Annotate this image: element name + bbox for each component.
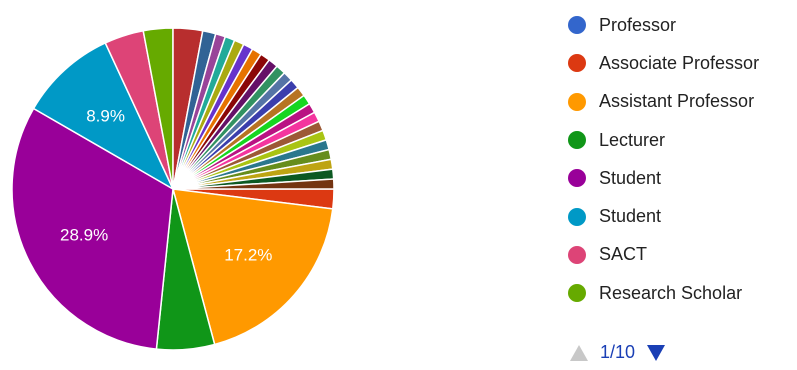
legend-item: Professor <box>568 6 797 44</box>
legend-swatch-icon <box>568 284 586 303</box>
legend-label: Student <box>599 206 662 227</box>
legend-item: Research Scholar <box>568 274 797 312</box>
pie-slice-29 <box>172 178 335 190</box>
slice-label-3: 28.9% <box>60 225 108 244</box>
pie-slice-1 <box>171 188 334 346</box>
pie-slice-3 <box>11 107 174 350</box>
pie-slice-4 <box>32 41 175 191</box>
slice-label-4: 8.9% <box>86 106 125 125</box>
legend-swatch-icon <box>568 16 586 35</box>
previous-page-icon[interactable] <box>570 344 588 361</box>
legend-item: Lecturer <box>568 121 797 159</box>
legend-swatch-icon <box>568 207 586 226</box>
legend-label: Student <box>599 167 662 188</box>
legend-swatch-icon <box>568 245 586 264</box>
page-indicator: 1/10 <box>600 342 636 362</box>
pie-chart-svg: 17.2% 28.9% 8.9% <box>11 27 335 351</box>
legend-label: Lecturer <box>599 129 666 150</box>
legend-label: Research Scholar <box>599 282 743 303</box>
legend-item: Student <box>568 197 797 235</box>
legend-label: Assistant Professor <box>599 91 755 112</box>
legend-item: Assistant Professor <box>568 83 797 121</box>
legend-swatch-icon <box>568 169 586 188</box>
legend-item: Associate Professor <box>568 44 797 82</box>
legend-label: SACT <box>599 244 648 265</box>
slice-label-1: 17.2% <box>224 246 272 265</box>
legend-pager: 1/10 <box>570 342 666 363</box>
legend-swatch-icon <box>568 131 586 150</box>
legend-item: SACT <box>568 236 797 274</box>
legend-item: Student <box>568 159 797 197</box>
next-page-icon[interactable] <box>647 344 666 361</box>
legend-label: Associate Professor <box>599 52 760 73</box>
legend-swatch-icon <box>568 92 586 111</box>
chart-legend: Professor Associate Professor Assistant Pr… <box>568 6 797 312</box>
pie-chart: 17.2% 28.9% 8.9% <box>11 27 335 351</box>
legend-label: Professor <box>599 14 677 35</box>
legend-swatch-icon <box>568 54 586 73</box>
